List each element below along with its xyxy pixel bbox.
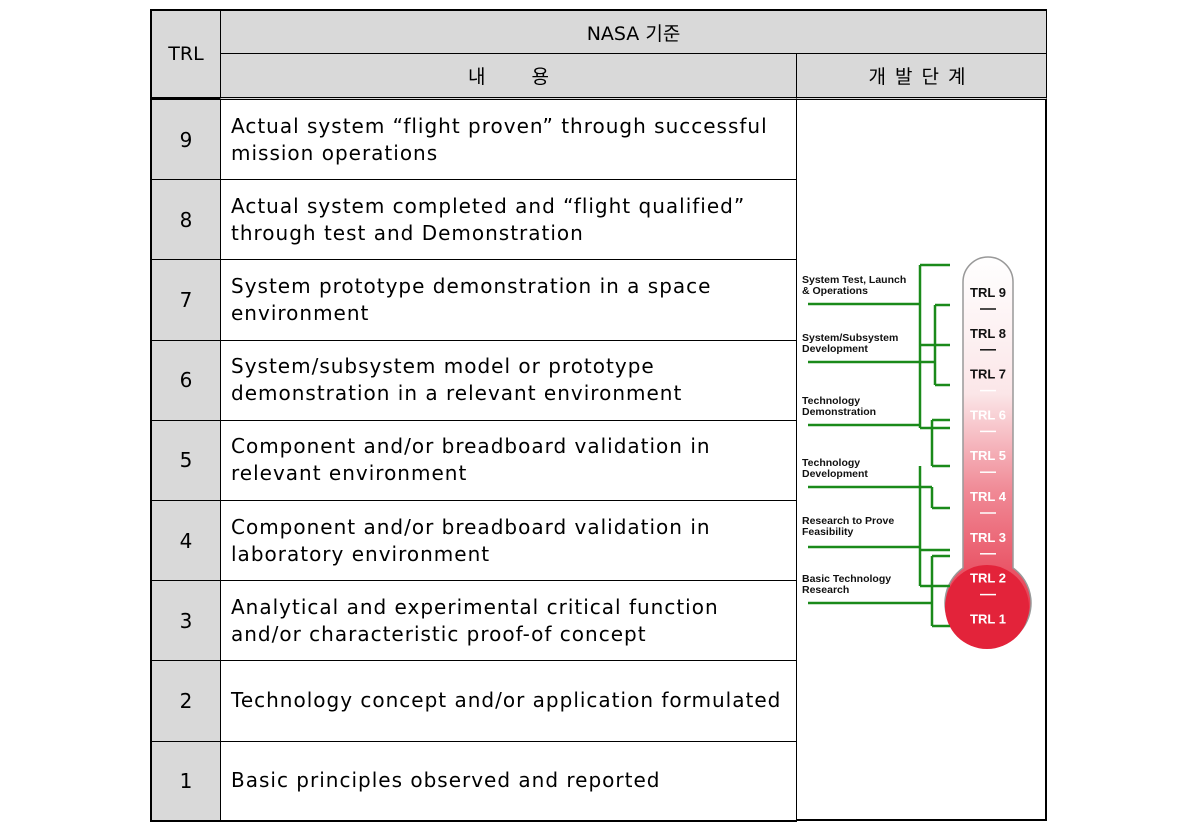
trl-level: 6 (150, 339, 221, 421)
trl-label: TRL 7 (970, 367, 1006, 382)
phase-label: System Test, Launch (802, 274, 906, 286)
description: Basic principles observed and reported (220, 740, 797, 822)
trl-level: 5 (150, 419, 221, 501)
phase-label: Research to Prove (802, 515, 894, 527)
trl-label: TRL 1 (970, 611, 1006, 626)
phase-label: Feasibility (802, 526, 854, 538)
stage-header: 개발단계 (796, 53, 1047, 100)
trl-label: TRL 9 (970, 285, 1006, 300)
trl-level: 7 (150, 259, 221, 341)
phase-label: Development (802, 343, 868, 355)
content-header: 내 용 (220, 53, 797, 100)
trl-header: TRL (150, 9, 221, 100)
phase-label: Demonstration (802, 406, 876, 418)
phase-label: System/Subsystem (802, 332, 898, 344)
phase-label: Research (802, 584, 849, 596)
stage-cell (796, 99, 1047, 821)
phase-label: Basic Technology (802, 573, 891, 585)
trl-label: TRL 5 (970, 448, 1006, 463)
phase-label: Technology (802, 395, 860, 407)
trl-label: TRL 8 (970, 326, 1006, 341)
trl-level: 3 (150, 580, 221, 662)
phase-label: Technology (802, 457, 860, 469)
bulb (945, 565, 1029, 649)
description: Actual system completed and “flight qual… (220, 179, 797, 261)
brackets (808, 263, 950, 628)
description: System/subsystem model or prototype demo… (220, 339, 797, 421)
phase-label: & Operations (802, 285, 868, 297)
trl-label: TRL 2 (970, 571, 1006, 586)
trl-label: TRL 4 (970, 489, 1007, 504)
trl-level: 2 (150, 660, 221, 742)
trl-label: TRL 6 (970, 407, 1006, 422)
trl-level: 9 (150, 99, 221, 181)
phase-label: Development (802, 468, 868, 480)
trl-level: 4 (150, 500, 221, 582)
trl-label: TRL 3 (970, 530, 1006, 545)
trl-level: 1 (150, 740, 221, 822)
